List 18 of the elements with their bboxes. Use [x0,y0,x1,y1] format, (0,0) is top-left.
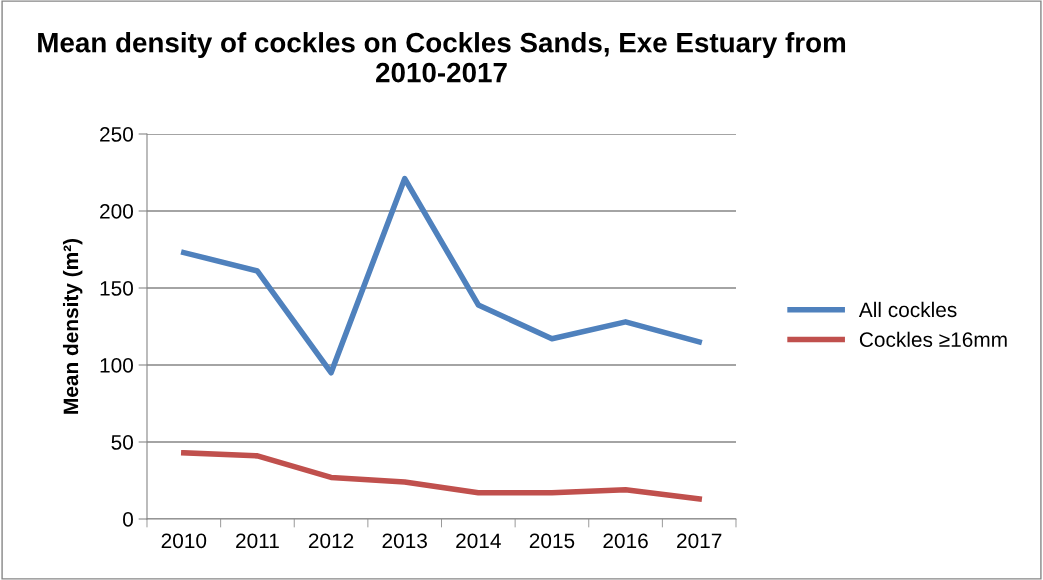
x-tick-label: 2015 [529,533,575,549]
y-tick-label: 200 [100,204,133,219]
chart-title: Mean density of cockles on Cockles Sands, Exe Estuary from 2010-2017 [38,32,846,83]
x-tick-label: 2014 [456,533,501,549]
legend-label: All cockles [858,301,957,318]
x-tick-label: 2016 [603,533,648,549]
legend-label: Cockles ≥16mm [859,331,1007,348]
y-tick-label: 150 [100,281,133,296]
x-tick-label: 2010 [161,533,207,549]
y-axis-title: Mean density (m²) [62,238,83,414]
y-tick-label: 250 [100,127,133,142]
y-tick-label: 100 [100,358,133,373]
x-tick-label: 2013 [382,533,427,549]
y-tick-label: 0 [123,512,133,527]
x-tick-label: 2011 [236,533,279,549]
x-tick-label: 2017 [677,533,722,549]
y-tick-label: 50 [111,435,133,450]
x-tick-label: 2012 [308,533,354,549]
